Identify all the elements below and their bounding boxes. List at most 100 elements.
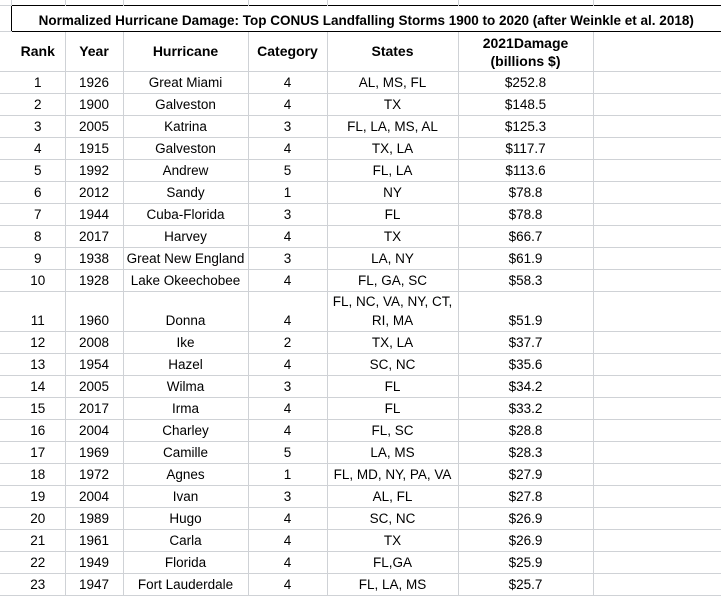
cell-hurricane[interactable]: Galveston (123, 93, 249, 116)
cell-year[interactable]: 2012 (65, 181, 124, 204)
cell-hurricane[interactable]: Cuba-Florida (123, 203, 249, 226)
cell-rank[interactable]: 12 (11, 331, 66, 354)
cell-category[interactable]: 5 (248, 159, 328, 182)
cell-states[interactable]: TX (327, 529, 459, 552)
cell-damage[interactable]: $113.6 (458, 159, 594, 182)
cell-hurricane[interactable]: Andrew (123, 159, 249, 182)
cell-hurricane[interactable]: Camille (123, 441, 249, 464)
cell-damage[interactable]: $26.9 (458, 507, 594, 530)
cell-hurricane[interactable]: Donna (123, 291, 249, 332)
cell-rank[interactable]: 19 (11, 485, 66, 508)
cell-hurricane[interactable]: Lake Okeechobee (123, 269, 249, 292)
cell-hurricane[interactable]: Irma (123, 397, 249, 420)
cell-year[interactable]: 1938 (65, 247, 124, 270)
cell-category[interactable]: 3 (248, 247, 328, 270)
header-year[interactable]: Year (65, 31, 124, 72)
cell-damage[interactable]: $125.3 (458, 115, 594, 138)
cell-year[interactable]: 2017 (65, 397, 124, 420)
cell-states[interactable]: NY (327, 181, 459, 204)
cell-rank[interactable]: 15 (11, 397, 66, 420)
cell-rank[interactable]: 17 (11, 441, 66, 464)
cell-damage[interactable]: $28.3 (458, 441, 594, 464)
cell-year[interactable]: 1928 (65, 269, 124, 292)
cell-states[interactable]: LA, NY (327, 247, 459, 270)
cell-damage[interactable]: $25.9 (458, 551, 594, 574)
cell-rank[interactable]: 13 (11, 353, 66, 376)
cell-hurricane[interactable]: Hazel (123, 353, 249, 376)
cell-category[interactable]: 4 (248, 93, 328, 116)
cell-damage[interactable]: $58.3 (458, 269, 594, 292)
cell-rank[interactable]: 9 (11, 247, 66, 270)
cell-hurricane[interactable]: Agnes (123, 463, 249, 486)
cell-states[interactable]: FL, LA (327, 159, 459, 182)
cell-category[interactable]: 4 (248, 573, 328, 596)
cell-damage[interactable]: $35.6 (458, 353, 594, 376)
cell-rank[interactable]: 14 (11, 375, 66, 398)
cell-rank[interactable]: 18 (11, 463, 66, 486)
cell-rank[interactable]: 7 (11, 203, 66, 226)
cell-year[interactable]: 2004 (65, 485, 124, 508)
cell-states[interactable]: LA, MS (327, 441, 459, 464)
cell-rank[interactable]: 20 (11, 507, 66, 530)
cell-damage[interactable]: $27.9 (458, 463, 594, 486)
header-category[interactable]: Category (248, 31, 328, 72)
cell-states[interactable]: FL, SC (327, 419, 459, 442)
cell-hurricane[interactable]: Charley (123, 419, 249, 442)
cell-damage[interactable]: $37.7 (458, 331, 594, 354)
cell-states[interactable]: TX (327, 225, 459, 248)
header-hurricane[interactable]: Hurricane (123, 31, 249, 72)
cell-rank[interactable]: 8 (11, 225, 66, 248)
cell-states[interactable]: TX, LA (327, 137, 459, 160)
cell-states[interactable]: FL, NC, VA, NY, CT, RI, MA (327, 291, 459, 332)
cell-states[interactable]: FL,GA (327, 551, 459, 574)
cell-rank[interactable]: 3 (11, 115, 66, 138)
cell-category[interactable]: 3 (248, 375, 328, 398)
cell-year[interactable]: 1992 (65, 159, 124, 182)
cell-damage[interactable]: $148.5 (458, 93, 594, 116)
cell-states[interactable]: FL (327, 397, 459, 420)
cell-hurricane[interactable]: Katrina (123, 115, 249, 138)
cell-hurricane[interactable]: Great Miami (123, 71, 249, 94)
cell-category[interactable]: 4 (248, 529, 328, 552)
cell-damage[interactable]: $27.8 (458, 485, 594, 508)
cell-damage[interactable]: $66.7 (458, 225, 594, 248)
cell-hurricane[interactable]: Sandy (123, 181, 249, 204)
cell-year[interactable]: 1972 (65, 463, 124, 486)
cell-damage[interactable]: $61.9 (458, 247, 594, 270)
cell-year[interactable]: 1947 (65, 573, 124, 596)
cell-states[interactable]: FL (327, 203, 459, 226)
cell-year[interactable]: 1900 (65, 93, 124, 116)
cell-damage[interactable]: $78.8 (458, 203, 594, 226)
cell-hurricane[interactable]: Ivan (123, 485, 249, 508)
cell-category[interactable]: 4 (248, 353, 328, 376)
cell-hurricane[interactable]: Ike (123, 331, 249, 354)
cell-states[interactable]: TX (327, 93, 459, 116)
cell-year[interactable]: 1961 (65, 529, 124, 552)
cell-states[interactable]: AL, FL (327, 485, 459, 508)
header-states[interactable]: States (327, 31, 459, 72)
cell-year[interactable]: 1969 (65, 441, 124, 464)
cell-year[interactable]: 2008 (65, 331, 124, 354)
cell-year[interactable]: 2005 (65, 115, 124, 138)
cell-damage[interactable]: $33.2 (458, 397, 594, 420)
cell-damage[interactable]: $51.9 (458, 291, 594, 332)
cell-category[interactable]: 3 (248, 203, 328, 226)
cell-hurricane[interactable]: Florida (123, 551, 249, 574)
cell-hurricane[interactable]: Galveston (123, 137, 249, 160)
cell-category[interactable]: 4 (248, 419, 328, 442)
cell-states[interactable]: FL, LA, MS, AL (327, 115, 459, 138)
cell-year[interactable]: 2017 (65, 225, 124, 248)
cell-damage[interactable]: $26.9 (458, 529, 594, 552)
cell-hurricane[interactable]: Wilma (123, 375, 249, 398)
cell-states[interactable]: TX, LA (327, 331, 459, 354)
cell-states[interactable]: SC, NC (327, 353, 459, 376)
cell-states[interactable]: AL, MS, FL (327, 71, 459, 94)
cell-hurricane[interactable]: Fort Lauderdale (123, 573, 249, 596)
cell-states[interactable]: FL (327, 375, 459, 398)
cell-rank[interactable]: 4 (11, 137, 66, 160)
cell-category[interactable]: 4 (248, 551, 328, 574)
cell-year[interactable]: 2005 (65, 375, 124, 398)
cell-category[interactable]: 4 (248, 71, 328, 94)
cell-rank[interactable]: 23 (11, 573, 66, 596)
cell-category[interactable]: 4 (248, 137, 328, 160)
